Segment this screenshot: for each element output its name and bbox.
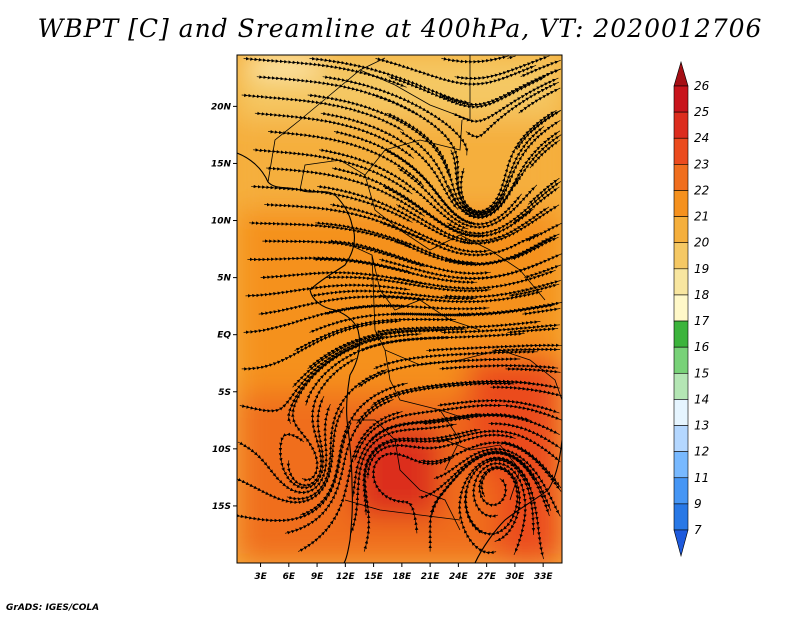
colorbar-label: 16 <box>694 340 710 354</box>
streamline <box>424 379 560 389</box>
colorbar-label: 13 <box>694 419 709 433</box>
y-tick-label: 20N <box>211 102 232 112</box>
colorbar-label: 7 <box>694 523 702 537</box>
x-tick-label: 21E <box>421 572 441 582</box>
y-tick-label: 5S <box>218 388 231 398</box>
x-tick-label: 6E <box>283 572 296 582</box>
y-tick-label: 15S <box>212 502 231 512</box>
colorbar-label: 11 <box>694 471 709 485</box>
colorbar-swatch <box>673 164 689 191</box>
y-tick-label: 10N <box>211 217 232 227</box>
y-tick-label: 15N <box>211 159 232 169</box>
colorbar-swatch <box>673 111 689 139</box>
colorbar-swatch <box>673 346 689 374</box>
y-tick-label: EQ <box>217 331 231 341</box>
map-field <box>237 55 562 563</box>
x-tick-label: 33E <box>534 572 554 582</box>
x-tick-label: 3E <box>254 572 267 582</box>
colorbar: 26 25 24 23 22 21 20 19 18 17 16 15 14 13 12 11 9 7 <box>673 60 710 558</box>
colorbar-label: 23 <box>694 157 709 171</box>
colorbar-swatch <box>673 372 689 400</box>
colorbar-label: 24 <box>694 131 709 145</box>
colorbar-swatch <box>673 425 689 452</box>
streamline <box>441 323 560 335</box>
streamline <box>426 343 562 353</box>
colorbar-swatch <box>673 137 689 165</box>
x-tick-label: 15E <box>364 572 384 582</box>
colorbar-label: 17 <box>694 314 710 328</box>
colorbar-label: 20 <box>694 236 710 250</box>
colorbar-top-triangle <box>673 60 689 87</box>
y-tick-label: 5N <box>217 274 231 284</box>
colorbar-label: 18 <box>694 288 710 302</box>
streamline <box>375 57 537 86</box>
colorbar-swatch <box>673 320 689 348</box>
colorbar-label: 14 <box>694 392 709 406</box>
colorbar-label: 25 <box>694 105 709 119</box>
colorbar-label: 19 <box>694 262 709 276</box>
colorbar-bottom-triangle <box>673 529 689 558</box>
colorbar-label: 22 <box>694 183 709 197</box>
streamline <box>507 55 516 60</box>
x-axis: 3E 6E 9E 12E 15E 18E 21E 24E 27E 30E 33E <box>254 563 553 582</box>
streamline <box>360 332 525 352</box>
x-tick-label: 12E <box>336 572 356 582</box>
chart-title: WBPT [C] and Sreamline at 400hPa, VT: 20… <box>37 14 763 43</box>
streamline <box>503 403 562 421</box>
streamline <box>505 367 561 374</box>
x-tick-label: 30E <box>506 572 526 582</box>
streamline <box>439 363 559 371</box>
colorbar-swatch <box>673 503 689 531</box>
streamline <box>490 385 562 397</box>
colorbar-label: 9 <box>694 497 702 511</box>
colorbar-swatch <box>673 294 689 322</box>
y-tick-label: 10S <box>212 445 231 455</box>
colorbar-label: 12 <box>694 445 709 459</box>
streamline <box>441 55 509 64</box>
colorbar-label: 21 <box>694 210 709 224</box>
streamline <box>507 327 559 334</box>
streamline <box>278 395 325 490</box>
colorbar-label: 15 <box>694 366 709 380</box>
colorbar-swatch <box>673 477 689 505</box>
x-tick-label: 18E <box>393 572 413 582</box>
colorbar-swatch <box>673 268 689 296</box>
colorbar-swatch <box>673 242 689 270</box>
colorbar-swatch <box>673 451 689 479</box>
streamlines <box>237 55 562 560</box>
map-frame <box>236 54 563 564</box>
colorbar-swatch <box>673 85 689 113</box>
colorbar-label: 26 <box>694 79 710 93</box>
x-tick-label: 27E <box>477 572 497 582</box>
footer-credit: GrADS: IGES/COLA <box>6 603 100 613</box>
streamline <box>522 307 561 316</box>
x-tick-label: 24E <box>449 572 469 582</box>
y-axis: 20N 15N 10N 5N EQ 5S 10S 15S <box>211 102 237 512</box>
colorbar-swatch <box>673 399 689 426</box>
x-tick-label: 9E <box>311 572 324 582</box>
streamline <box>237 403 331 495</box>
colorbar-swatch <box>673 190 689 217</box>
streamline <box>492 347 561 353</box>
streamline <box>456 301 562 316</box>
streamline <box>488 421 562 449</box>
colorbar-swatch <box>673 216 689 244</box>
